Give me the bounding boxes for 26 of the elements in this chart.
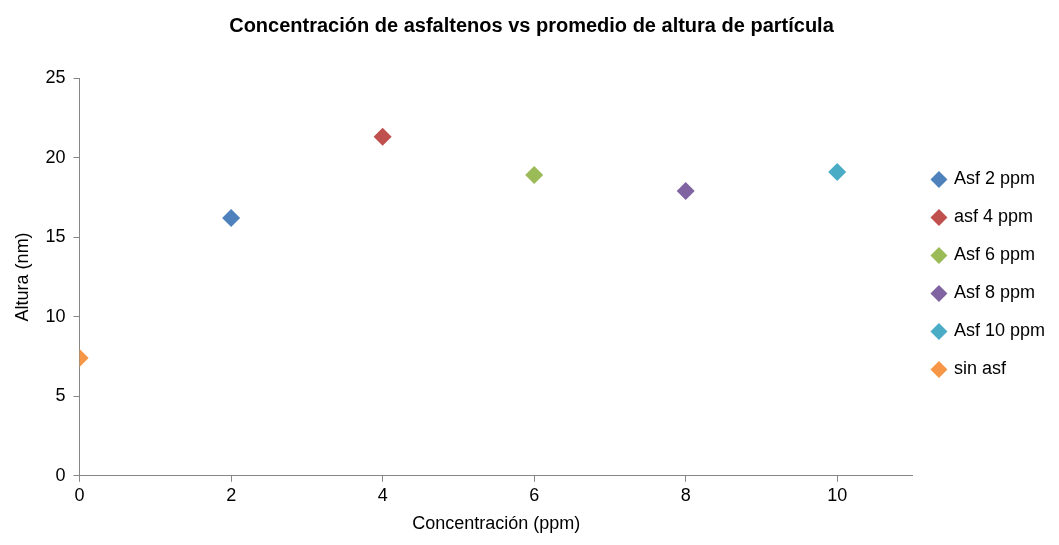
y-tick-label: 0 <box>55 464 66 485</box>
legend-label: Asf 10 ppm <box>953 320 1045 341</box>
y-tick-label: 20 <box>45 146 66 167</box>
chart-title: Concentración de asfaltenos vs promedio de altura de partícula <box>229 13 835 36</box>
point <box>222 209 241 228</box>
legend-label: Asf 8 ppm <box>953 282 1035 303</box>
point <box>828 162 847 181</box>
point <box>525 166 544 185</box>
legend-label: Asf 2 ppm <box>953 168 1035 189</box>
y-tick-label: 25 <box>45 66 66 87</box>
x-axis-title: Concentración (ppm) <box>412 513 581 534</box>
y-tick-label: 15 <box>45 226 66 247</box>
point <box>373 127 392 146</box>
legend-label: sin asf <box>953 358 1007 379</box>
x-tick-label: 2 <box>226 484 237 505</box>
y-tick-label: 5 <box>55 385 66 406</box>
x-tick-label: 4 <box>377 484 388 505</box>
y-tick-label: 10 <box>45 305 66 326</box>
x-tick-label: 0 <box>74 484 85 505</box>
legend-label: Asf 6 ppm <box>953 244 1035 265</box>
y-axis-title: Altura (nm) <box>11 232 32 322</box>
x-tick-label: 10 <box>827 484 848 505</box>
point <box>676 181 695 200</box>
x-tick-label: 8 <box>680 484 691 505</box>
legend-label: asf 4 ppm <box>953 206 1033 227</box>
x-tick-label: 6 <box>529 484 540 505</box>
